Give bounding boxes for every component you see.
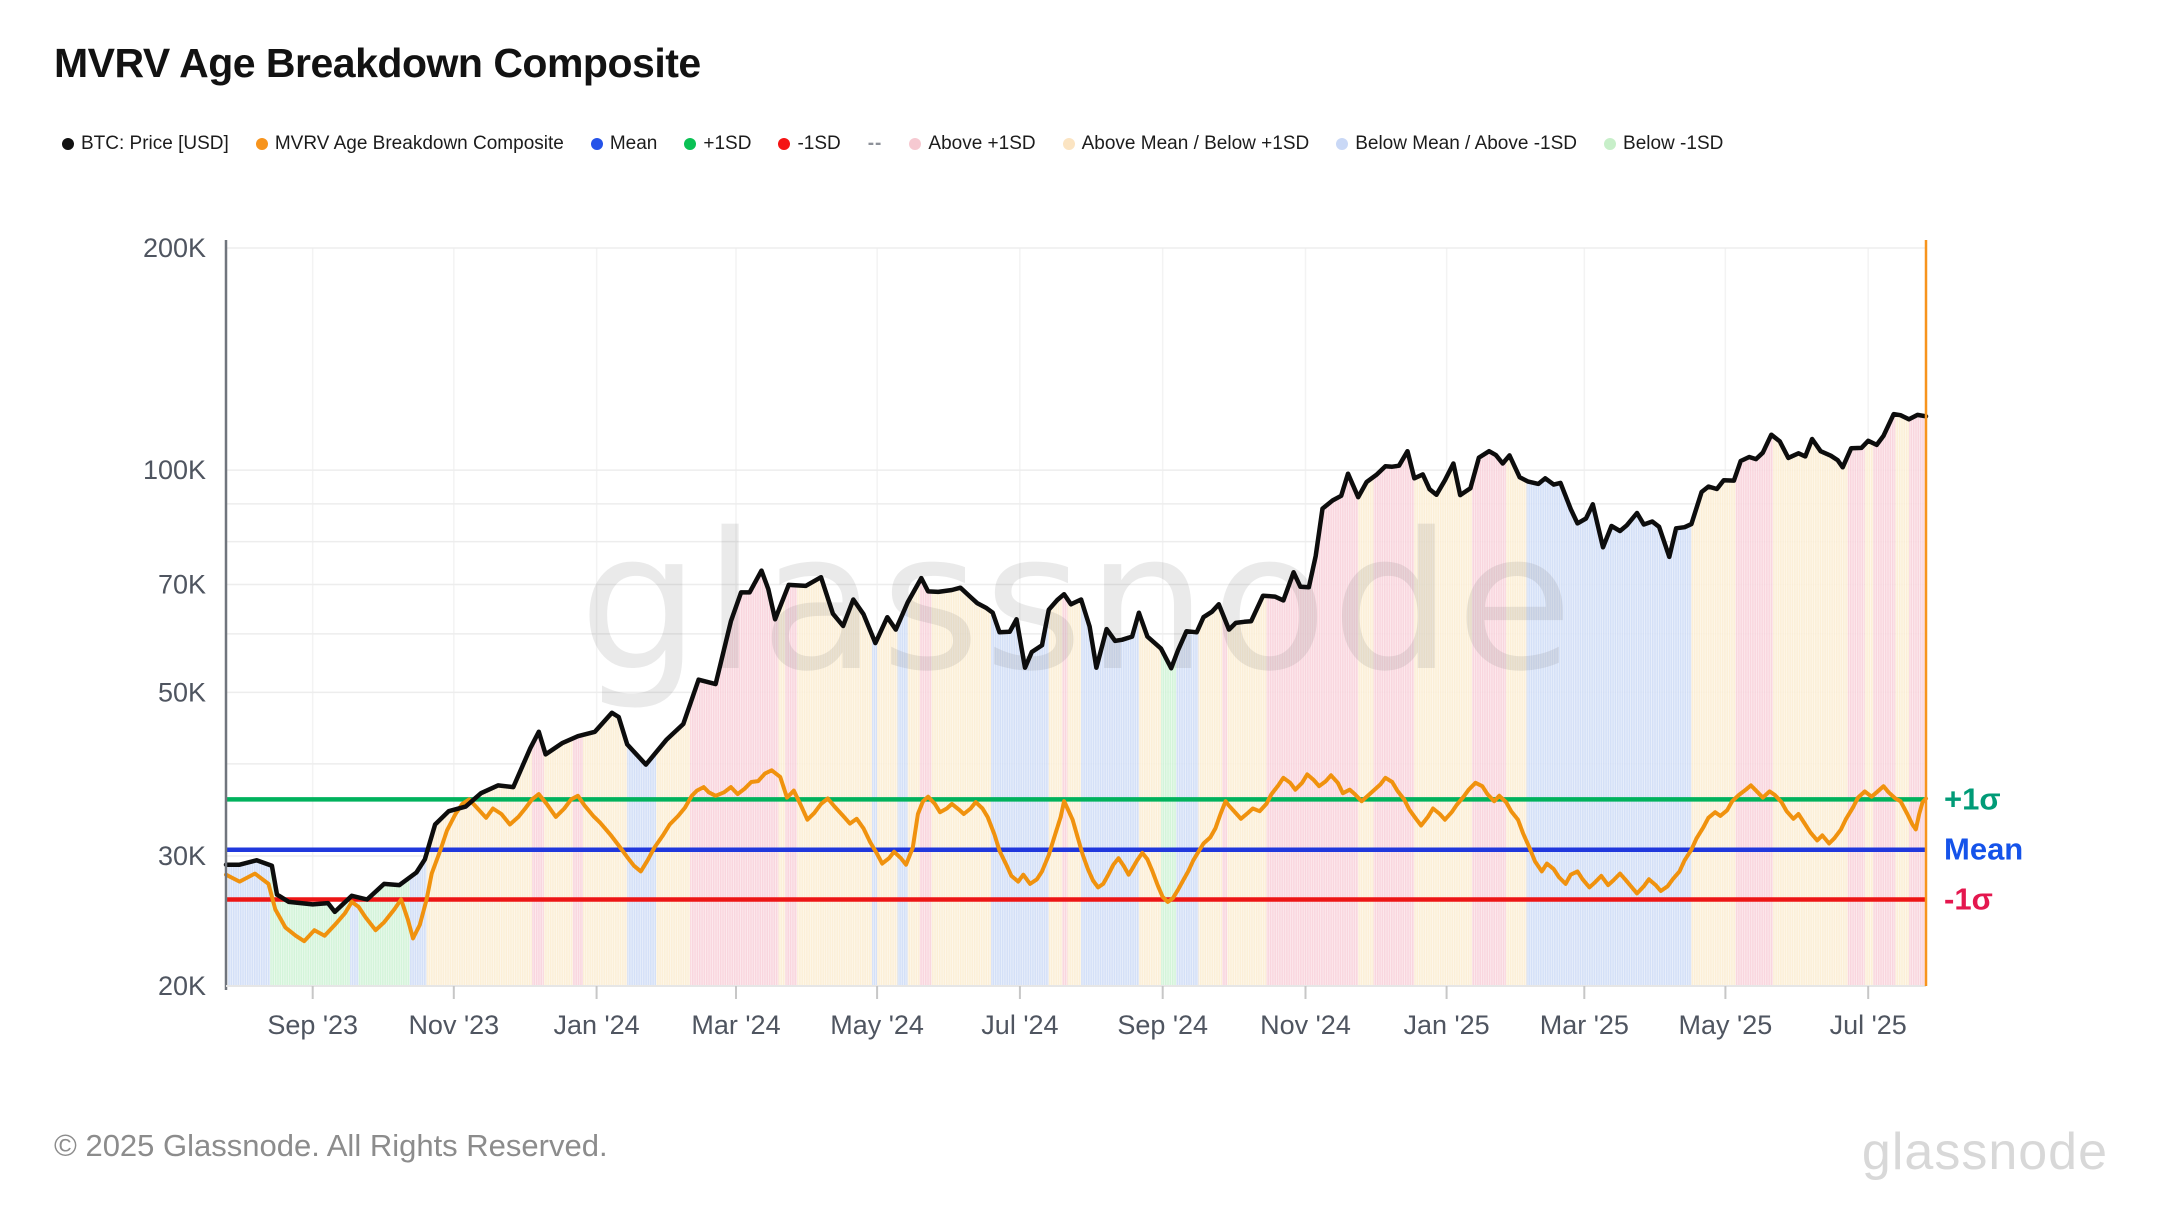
- legend-label: Above +1SD: [928, 133, 1036, 154]
- x-tick-label: Jan '25: [1403, 1010, 1489, 1040]
- x-tick-label: Mar '24: [691, 1010, 780, 1040]
- legend-dot-icon: [684, 138, 697, 150]
- btc-price-line: [223, 411, 1929, 915]
- mean-edge-label: Mean: [1944, 832, 2023, 867]
- x-tick-label: Nov '23: [408, 1010, 499, 1040]
- band-g: [270, 414, 351, 986]
- legend-item-3[interactable]: +1SD: [684, 133, 751, 155]
- plus1sd-edge-label: +1σ: [1944, 781, 2001, 816]
- legend-label: Above Mean / Below +1SD: [1081, 133, 1310, 154]
- legend-dot-icon: [1604, 138, 1617, 150]
- legend-label: +1SD: [703, 133, 752, 154]
- legend-item-9[interactable]: Below -1SD: [1604, 133, 1723, 155]
- glassnode-logo: glassnode: [1861, 1123, 2108, 1181]
- mvrv-composite-line: [224, 768, 1928, 944]
- legend-label: Mean: [609, 133, 658, 154]
- legend-item-4[interactable]: -1SD: [778, 133, 841, 155]
- legend: BTC: Price [USD] MVRV Age Breakdown Compo…: [62, 133, 1723, 155]
- legend-item-7[interactable]: Above Mean / Below +1SD: [1062, 133, 1310, 155]
- legend-dashes-icon: --: [867, 133, 883, 154]
- x-tick-label: May '24: [830, 1010, 924, 1040]
- legend-dot-icon: [778, 138, 791, 150]
- y-tick-label: 100K: [143, 455, 206, 485]
- y-tick-label: 70K: [158, 569, 206, 599]
- x-tick-label: Sep '24: [1117, 1010, 1208, 1040]
- y-tick-label: 30K: [158, 841, 206, 871]
- band-g: [358, 414, 410, 986]
- y-tick-label: 200K: [143, 233, 206, 263]
- x-tick-label: May '25: [1679, 1010, 1773, 1040]
- legend-item-6[interactable]: Above +1SD: [909, 133, 1036, 155]
- legend-label: Below Mean / Above -1SD: [1355, 133, 1578, 154]
- x-tick-label: Nov '24: [1260, 1010, 1351, 1040]
- x-tick-label: Sep '23: [267, 1010, 358, 1040]
- legend-item-1[interactable]: MVRV Age Breakdown Composite: [255, 133, 564, 155]
- x-tick-label: Jan '24: [553, 1010, 639, 1040]
- y-tick-label: 20K: [158, 971, 206, 1001]
- legend-dot-icon: [590, 138, 603, 150]
- legend-item-2[interactable]: Mean: [590, 133, 658, 155]
- y-tick-label: 50K: [158, 677, 206, 707]
- legend-item-0[interactable]: BTC: Price [USD]: [62, 133, 229, 155]
- legend-label: -1SD: [797, 133, 841, 154]
- x-tick-label: Jul '25: [1830, 1010, 1907, 1040]
- minus1sd-edge-label: -1σ: [1944, 881, 1993, 916]
- x-tick-label: Mar '25: [1540, 1010, 1629, 1040]
- legend-label: MVRV Age Breakdown Composite: [274, 133, 564, 154]
- legend-dot-icon: [62, 138, 74, 150]
- page-title: MVRV Age Breakdown Composite: [54, 40, 701, 86]
- band-b: [350, 414, 359, 986]
- legend-item-5[interactable]: --: [868, 133, 883, 155]
- legend-dot-icon: [1336, 138, 1349, 150]
- legend-dot-icon: [909, 138, 922, 150]
- x-tick-label: Jul '24: [981, 1010, 1058, 1040]
- legend-label: BTC: Price [USD]: [81, 133, 229, 154]
- legend-label: Below -1SD: [1623, 133, 1724, 154]
- legend-dot-icon: [1062, 138, 1075, 150]
- legend-item-8[interactable]: Below Mean / Above -1SD: [1336, 133, 1577, 155]
- legend-dot-icon: [255, 138, 268, 150]
- copyright-text: © 2025 Glassnode. All Rights Reserved.: [54, 1128, 608, 1163]
